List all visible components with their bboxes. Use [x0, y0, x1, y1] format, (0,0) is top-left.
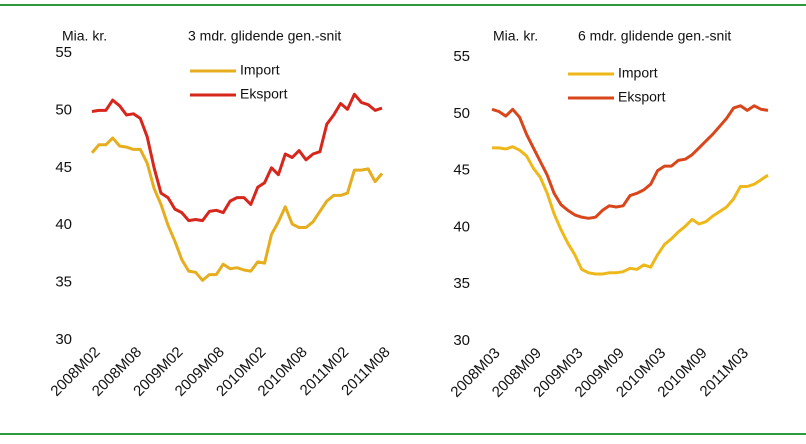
legend-label: Eksport [618, 89, 666, 105]
legend-label: Import [240, 62, 280, 78]
y-tick-label: 55 [453, 48, 470, 65]
y-tick-label: 45 [55, 159, 72, 176]
y-tick-label: 30 [55, 331, 72, 348]
series-line [91, 92, 383, 223]
chart-title: 6 mdr. glidende gen.-snit [578, 28, 731, 44]
y-tick-label: 55 [55, 44, 72, 61]
y-tick-label: 30 [453, 332, 470, 349]
y-tick-label: 40 [453, 218, 470, 235]
y-axis-label: Mia. kr. [493, 28, 538, 44]
y-tick-label: 40 [55, 216, 72, 233]
legend-label: Eksport [240, 86, 288, 102]
chart-title: 3 mdr. glidende gen.-snit [188, 28, 341, 44]
y-tick-label: 50 [453, 105, 470, 122]
y-tick-label: 50 [55, 101, 72, 118]
y-tick-label: 35 [453, 275, 470, 292]
y-tick-label: 45 [453, 162, 470, 179]
y-axis-label: Mia. kr. [62, 28, 107, 44]
y-tick-label: 35 [55, 274, 72, 291]
legend-label: Import [618, 65, 658, 81]
series-line [491, 104, 769, 220]
series-line [90, 136, 384, 282]
series-line [492, 145, 769, 276]
